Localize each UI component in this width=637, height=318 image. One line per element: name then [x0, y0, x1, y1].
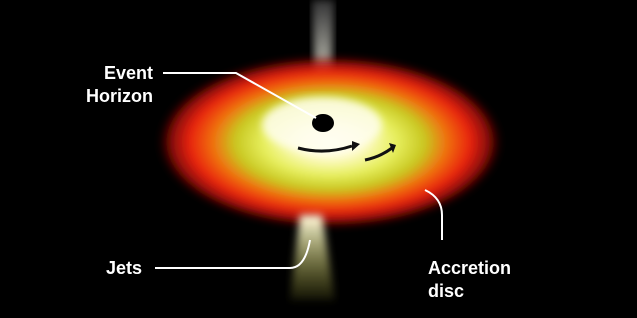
label: Accretion [428, 258, 511, 278]
page: Event Horizon Jets Accretion disc (() =>… [0, 0, 637, 318]
label: Event [104, 63, 153, 83]
label: Jets [106, 258, 142, 278]
label: Horizon [86, 86, 153, 106]
label: disc [428, 281, 464, 301]
diagram: Event Horizon Jets Accretion disc [0, 0, 637, 318]
